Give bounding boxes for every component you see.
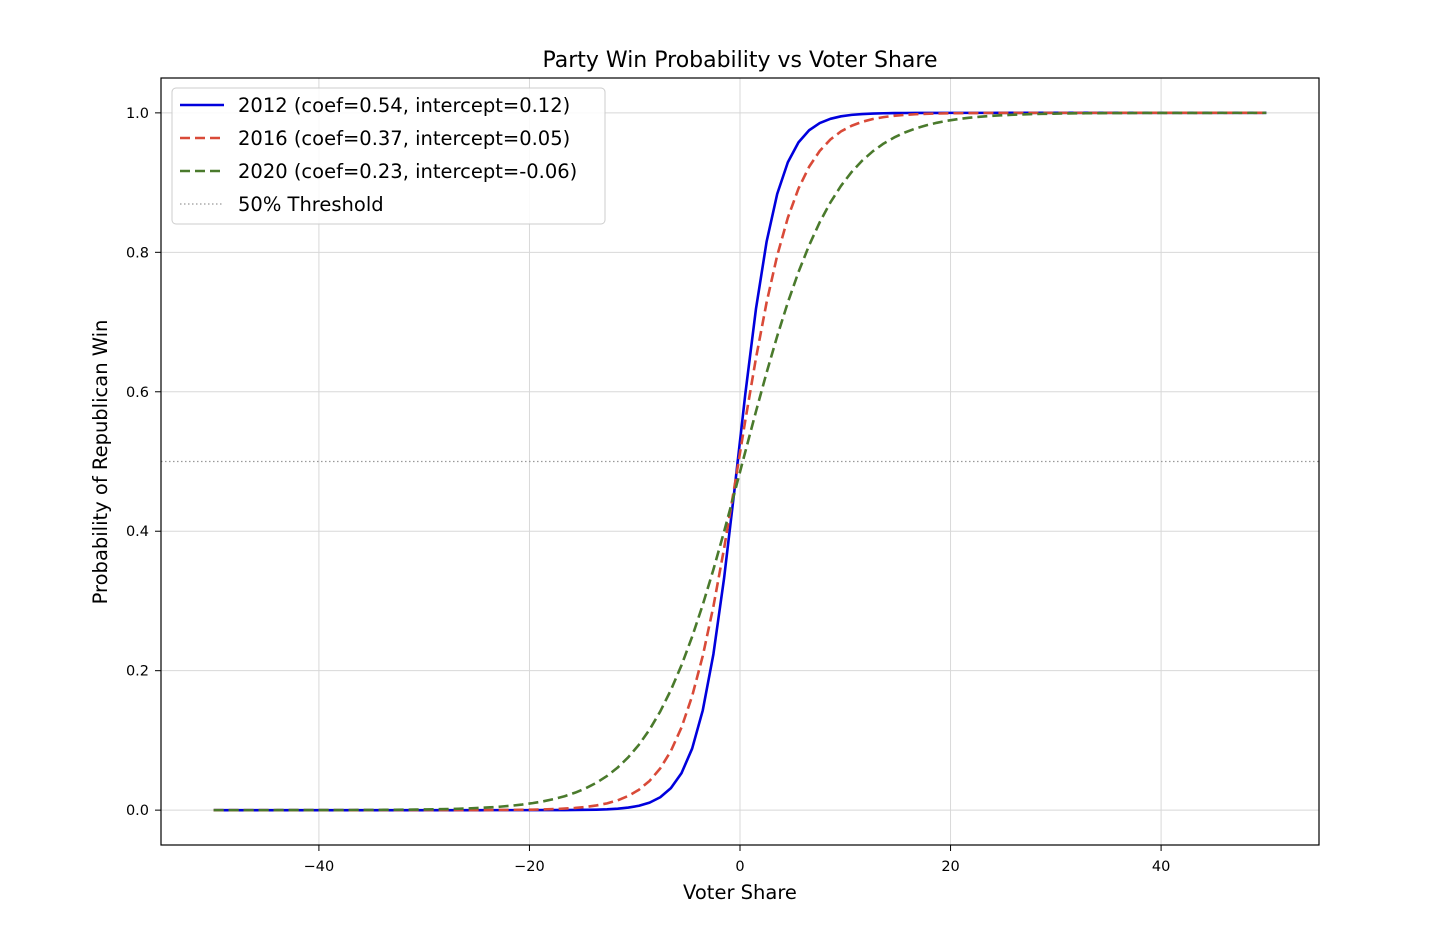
legend-label: 50% Threshold	[238, 193, 384, 216]
x-tick-label: −20	[514, 859, 545, 875]
series-lines	[213, 111, 1267, 812]
x-tick-label: −40	[304, 859, 335, 875]
y-axis-ticks: 0.0 0.2 0.4 0.6 0.8 1.0	[126, 106, 161, 819]
y-tick-label: 0.0	[126, 803, 149, 819]
legend-label: 2012 (coef=0.54, intercept=0.12)	[238, 94, 570, 117]
legend: 2012 (coef=0.54, intercept=0.12) 2016 (co…	[171, 87, 606, 225]
x-axis-ticks: −40 −20 0 20 40	[304, 845, 1170, 875]
y-axis-label: Probability of Republican Win	[89, 320, 112, 605]
y-tick-label: 0.6	[126, 385, 149, 401]
legend-label: 2020 (coef=0.23, intercept=-0.06)	[238, 160, 577, 183]
y-tick-label: 0.8	[126, 245, 149, 261]
series-line-2	[213, 111, 1267, 812]
legend-label: 2016 (coef=0.37, intercept=0.05)	[238, 127, 570, 150]
x-tick-label: 20	[941, 859, 959, 875]
y-tick-label: 1.0	[126, 106, 149, 122]
chart-title: Party Win Probability vs Voter Share	[542, 48, 937, 73]
y-tick-label: 0.4	[126, 524, 149, 540]
x-axis-label: Voter Share	[683, 881, 797, 904]
x-tick-label: 40	[1152, 859, 1170, 875]
x-tick-label: 0	[735, 859, 744, 875]
y-tick-label: 0.2	[126, 664, 149, 680]
legend-box	[171, 87, 606, 225]
